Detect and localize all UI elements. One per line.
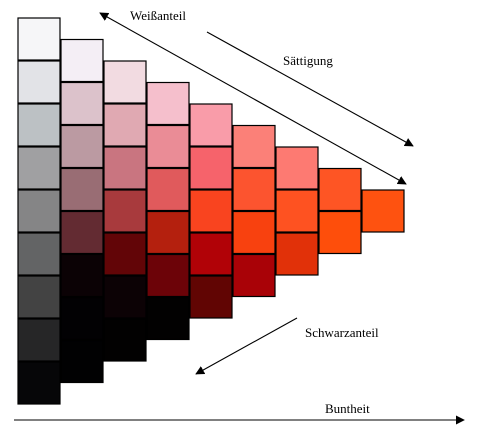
color-cell (60, 210, 104, 255)
color-cell (318, 167, 362, 212)
color-cell (17, 60, 61, 104)
saettigung-arrow (206, 31, 414, 147)
color-cell (361, 189, 405, 233)
weissanteil-arrow (99, 12, 407, 185)
color-cell (275, 232, 319, 276)
color-cell (232, 167, 276, 212)
color-cell (103, 189, 147, 233)
color-cell (232, 124, 276, 169)
color-cell (103, 232, 147, 276)
color-cell (103, 60, 147, 104)
color-cell (103, 146, 147, 190)
color-cell (17, 189, 61, 233)
color-cell (318, 210, 362, 255)
color-cell (60, 81, 104, 126)
color-cell (146, 253, 190, 298)
color-cell (146, 167, 190, 212)
color-cell (60, 296, 104, 341)
color-cell (189, 103, 233, 147)
color-cell (146, 210, 190, 255)
color-cell (189, 189, 233, 233)
color-cell (146, 124, 190, 169)
color-cell (189, 232, 233, 276)
color-cell (60, 167, 104, 212)
color-cells (17, 17, 405, 405)
color-cell (60, 38, 104, 83)
schwarzanteil-label: Schwarzanteil (305, 325, 379, 340)
color-cell (17, 103, 61, 147)
color-cell (17, 275, 61, 319)
color-cell (189, 275, 233, 319)
schwarzanteil-arrow (195, 317, 298, 375)
color-cell (146, 296, 190, 341)
color-cell (17, 361, 61, 405)
color-cell (60, 253, 104, 298)
color-cell (103, 103, 147, 147)
saettigung-label: Sättigung (283, 53, 333, 68)
color-cell (232, 253, 276, 298)
color-cell (60, 124, 104, 169)
color-cell (17, 146, 61, 190)
color-cell (17, 318, 61, 362)
color-cell (103, 275, 147, 319)
color-cell (103, 318, 147, 362)
color-cell (189, 146, 233, 190)
color-cell (275, 146, 319, 190)
color-cell (17, 232, 61, 276)
color-cell (232, 210, 276, 255)
buntheit-label: Buntheit (325, 401, 370, 416)
color-cell (146, 81, 190, 126)
color-cell (60, 339, 104, 384)
color-cell (275, 189, 319, 233)
weissanteil-label: Weißanteil (130, 8, 186, 23)
color-cell (17, 17, 61, 61)
